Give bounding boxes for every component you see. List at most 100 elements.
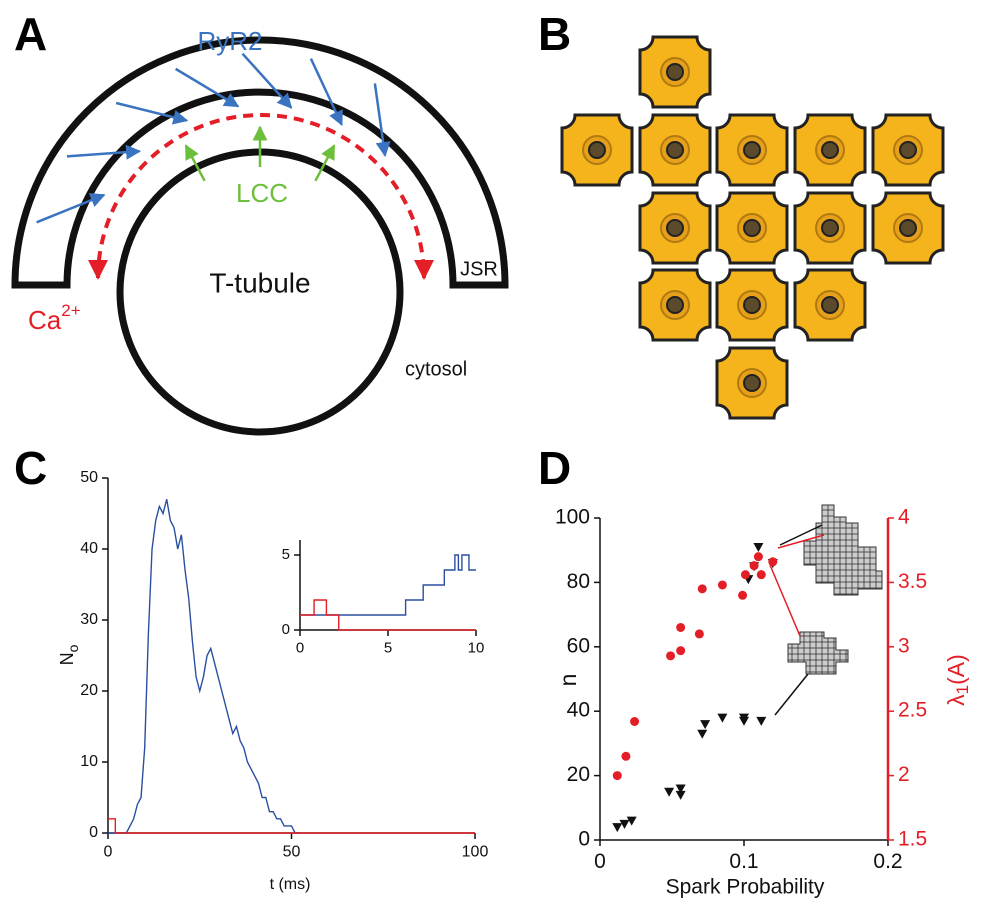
x-axis-label: Spark Probability bbox=[666, 876, 825, 899]
jsr-label: JSR bbox=[460, 258, 498, 280]
lcc-label: LCC bbox=[236, 178, 288, 208]
panel-label: B bbox=[538, 8, 571, 60]
circle-point bbox=[676, 623, 685, 632]
triangle-point bbox=[756, 717, 766, 726]
y-tick-label: 0 bbox=[89, 824, 98, 841]
tile-pore bbox=[589, 142, 605, 158]
tile-pore bbox=[744, 220, 760, 236]
tile-pore bbox=[822, 297, 838, 313]
figure: A B C D RyR2 LCC T-tubule JSR cytosol Ca… bbox=[0, 0, 982, 903]
y-tick-label: 5 bbox=[282, 546, 290, 563]
circle-point bbox=[741, 570, 750, 579]
circle-point bbox=[630, 717, 639, 726]
tile-pore bbox=[744, 297, 760, 313]
y-tick-label: 60 bbox=[567, 634, 590, 657]
tile-pore bbox=[667, 142, 683, 158]
y-tick-label: 50 bbox=[80, 469, 98, 486]
circle-point bbox=[698, 584, 707, 593]
pointer bbox=[770, 565, 800, 636]
y-tick-label: 10 bbox=[80, 753, 98, 770]
circle-point bbox=[621, 752, 630, 761]
tile-pore bbox=[822, 220, 838, 236]
tile-pore bbox=[667, 64, 683, 80]
circle-point bbox=[738, 591, 747, 600]
t-tubule-label: T-tubule bbox=[209, 267, 310, 298]
y2-tick-label: 2.5 bbox=[898, 699, 927, 722]
y2-axis-label-suffix: (A) bbox=[943, 654, 969, 685]
circle-point bbox=[695, 629, 704, 638]
y2-axis-label-text: λ bbox=[943, 694, 969, 706]
y-axis-label-subscript: o bbox=[65, 644, 81, 652]
trace bbox=[108, 499, 299, 833]
triangle-point bbox=[700, 720, 710, 729]
triangle-point bbox=[717, 714, 727, 723]
y2-tick-label: 1.5 bbox=[898, 828, 927, 851]
triangle-point bbox=[664, 788, 674, 797]
circle-point bbox=[750, 561, 759, 570]
x-tick-label: 10 bbox=[468, 639, 485, 656]
y2-axis-label-subscript: 1 bbox=[953, 685, 972, 694]
x-tick-label: 0 bbox=[296, 639, 304, 656]
tile-pore bbox=[744, 142, 760, 158]
x-tick-label: 0 bbox=[104, 843, 113, 860]
chart: 0 5 10 0 5 bbox=[282, 540, 485, 656]
y-axis-label-text: n bbox=[555, 674, 581, 687]
x-tick-label: 0.1 bbox=[729, 850, 758, 873]
ca-superscript: 2+ bbox=[61, 301, 80, 320]
triangle-point bbox=[697, 730, 707, 739]
circle-point bbox=[757, 570, 766, 579]
tile-pore bbox=[900, 142, 916, 158]
y-axis-label: No bbox=[57, 644, 81, 665]
circle-point bbox=[666, 651, 675, 660]
pointer bbox=[775, 674, 808, 715]
tile-pore bbox=[667, 297, 683, 313]
x-tick-label: 100 bbox=[462, 843, 489, 860]
y-tick-label: 20 bbox=[567, 763, 590, 786]
cluster-insets bbox=[770, 505, 882, 715]
triangle-point bbox=[753, 543, 763, 552]
panel-label: C bbox=[14, 442, 47, 494]
y-tick-label: 0 bbox=[578, 828, 590, 851]
y2-tick-label: 4 bbox=[898, 506, 910, 529]
x-tick-label: 0 bbox=[594, 850, 606, 873]
x-tick-label: 50 bbox=[283, 843, 301, 860]
ryr2-label: RyR2 bbox=[197, 26, 262, 56]
ca-label: Ca2+ bbox=[28, 301, 81, 334]
ca-text: Ca bbox=[28, 305, 62, 335]
y-tick-label: 40 bbox=[80, 540, 98, 557]
panel-label: A bbox=[14, 8, 47, 60]
tile-pore bbox=[900, 220, 916, 236]
y2-tick-label: 2 bbox=[898, 763, 910, 786]
x-tick-label: 0.2 bbox=[873, 850, 902, 873]
cytosol-label: cytosol bbox=[405, 358, 467, 380]
y-tick-label: 80 bbox=[567, 570, 590, 593]
diagram-b bbox=[562, 37, 943, 418]
y2-axis-label: λ1(A) bbox=[943, 654, 972, 706]
tile-pore bbox=[744, 375, 760, 391]
tile-pore bbox=[822, 142, 838, 158]
x-tick-label: 5 bbox=[384, 639, 392, 656]
y2-tick-label: 3 bbox=[898, 634, 910, 657]
cluster-small bbox=[788, 632, 848, 674]
y-axis-label-text: N bbox=[57, 652, 77, 665]
y-tick-label: 20 bbox=[80, 682, 98, 699]
y-tick-label: 100 bbox=[555, 506, 590, 529]
y2-tick-label: 3.5 bbox=[898, 570, 927, 593]
circle-point bbox=[754, 552, 763, 561]
cluster-large bbox=[804, 505, 882, 595]
diagram-a: RyR2 LCC T-tubule JSR cytosol Ca2+ bbox=[15, 26, 505, 432]
triangle-point bbox=[612, 823, 622, 832]
y-tick-label: 40 bbox=[567, 699, 590, 722]
x-axis-label: t (ms) bbox=[270, 876, 311, 893]
panel-label: D bbox=[538, 442, 571, 494]
circle-point bbox=[676, 646, 685, 655]
tile-pore bbox=[667, 220, 683, 236]
chart: 0 0.1 0.2 0 20 40 60 80 100 1.5 2 2.5 3 3.5 4 Spark Pro… bbox=[555, 506, 973, 899]
triangle-point bbox=[739, 717, 749, 726]
circle-point bbox=[613, 771, 622, 780]
y-tick-label: 30 bbox=[80, 611, 98, 628]
y-tick-label: 0 bbox=[282, 621, 290, 638]
circle-point bbox=[718, 580, 727, 589]
y-axis-label: n bbox=[555, 674, 581, 687]
